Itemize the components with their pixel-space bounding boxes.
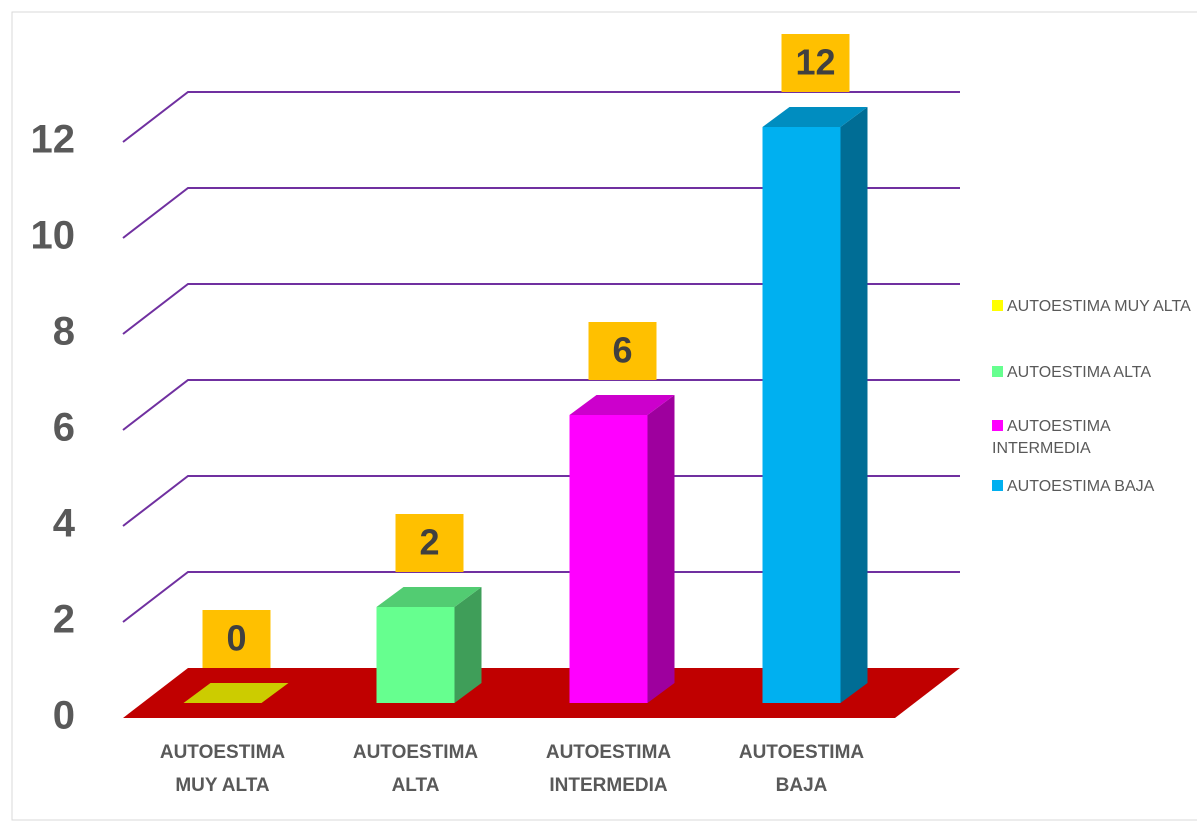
x-tick-label: AUTOESTIMA MUY ALTA [159,742,286,796]
bar-top [183,683,289,703]
bar-side [454,587,482,703]
bar [762,127,841,703]
value-label-box [588,322,657,380]
bar-side [840,107,868,703]
bar [376,607,455,703]
grid-line [122,187,960,239]
y-tick-label: 2 [53,598,75,642]
legend-swatch [992,480,1003,491]
y-tick-label: 8 [53,310,75,354]
legend-label: AUTOESTIMA MUY ALTA [1007,298,1191,315]
bar-top [376,587,482,607]
legend-label: AUTOESTIMA INTERMEDIA [992,418,1110,457]
bar-top [569,395,675,415]
bar-top [762,107,868,127]
value-label: 2 [419,522,439,563]
legend-swatch [992,300,1003,311]
y-tick-label: 10 [31,214,76,258]
legend-swatch [992,366,1003,377]
y-tick-label: 6 [53,406,75,450]
grid-line [122,283,960,335]
x-tick-label: AUTOESTIMA INTERMEDIA [545,742,672,796]
bar [569,415,648,703]
value-label-box [781,34,850,92]
grid-line [122,379,960,431]
grid-line [122,571,960,623]
value-label: 12 [795,42,835,83]
legend-entry: AUTOESTIMA MUY ALTA [992,296,1197,318]
value-label-box [395,514,464,572]
bar-side [647,395,675,703]
y-tick-label: 4 [53,502,76,546]
legend-entry: AUTOESTIMA INTERMEDIA [992,416,1197,460]
x-tick-label: AUTOESTIMA BAJA [738,742,865,796]
value-label: 0 [226,618,246,659]
value-label-box [202,610,271,668]
legend-label: AUTOESTIMA BAJA [1007,478,1155,495]
legend-entry: AUTOESTIMA ALTA [992,362,1197,384]
legend-swatch [992,420,1003,431]
grid-line [122,475,960,527]
border [11,11,1197,821]
legend-label: AUTOESTIMA ALTA [1007,364,1152,381]
y-tick-label: 0 [53,694,75,738]
value-label: 6 [612,330,632,371]
floor [123,668,960,718]
y-tick-label: 12 [31,118,76,162]
legend-entry: AUTOESTIMA BAJA [992,476,1197,498]
grid-line [122,91,960,143]
x-tick-label: AUTOESTIMA ALTA [352,742,479,796]
